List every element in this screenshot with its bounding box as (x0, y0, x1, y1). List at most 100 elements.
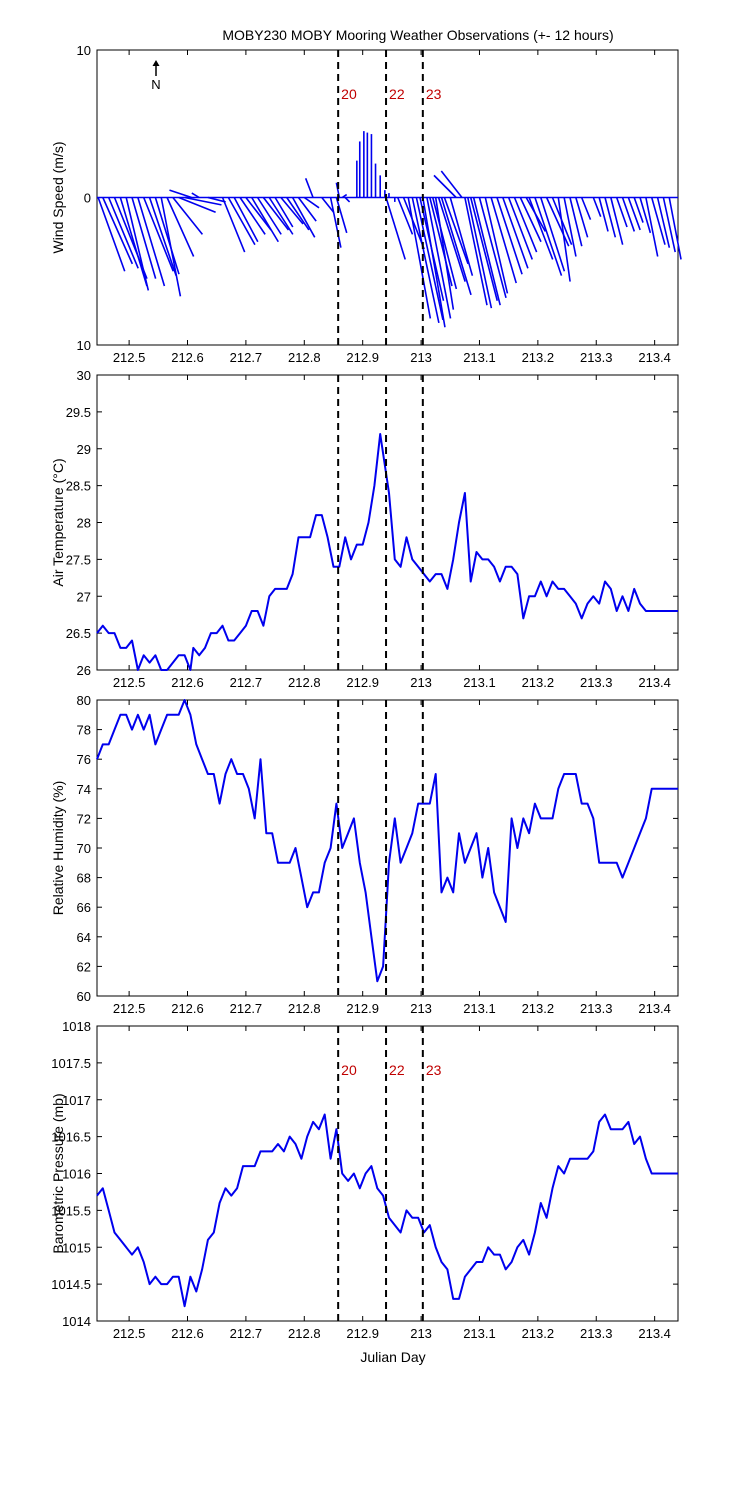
x-tick-label: 212.9 (346, 675, 379, 690)
x-tick-label: 212.8 (288, 675, 321, 690)
wind-stick (592, 197, 602, 217)
wind-stick (478, 197, 507, 299)
wind-stick (507, 197, 534, 260)
wind-stick (639, 197, 652, 234)
wind-stick (125, 197, 150, 291)
wind-stick (407, 197, 432, 319)
marker-label: 20 (341, 86, 357, 102)
x-tick-label: 212.5 (113, 1326, 146, 1341)
wind-stick (97, 197, 126, 272)
wind-stick (137, 197, 166, 287)
wind-stick (341, 193, 348, 199)
wind-stick (169, 189, 192, 199)
plot-frame (96, 374, 679, 671)
wind-stick (610, 197, 624, 245)
wind-stick (207, 196, 226, 203)
y-tick-label: 1018 (62, 1019, 91, 1034)
wind-stick (502, 197, 529, 269)
y-tick-label: 28 (77, 516, 91, 531)
wind-stick (119, 197, 148, 287)
wind-stick (469, 197, 499, 301)
marker-label: 20 (341, 1062, 357, 1078)
wind-stick (280, 196, 304, 225)
wind-stick (449, 197, 474, 276)
marker-label: 23 (426, 1062, 442, 1078)
y-tick-label: 1017 (62, 1093, 91, 1108)
wind-stick (291, 197, 316, 238)
y-tick-label: 60 (77, 989, 91, 1004)
y-tick-label: 1014 (62, 1314, 91, 1329)
y-tick-label: 10 (77, 338, 91, 353)
wind-stick (251, 197, 279, 243)
wind-stick (191, 192, 200, 199)
wind-stick (496, 197, 523, 275)
wind-stick (429, 197, 453, 287)
y-tick-label: 1016.5 (51, 1130, 91, 1145)
wind-stick (490, 197, 517, 284)
wind-stick (464, 197, 488, 306)
wind-stick (467, 197, 493, 309)
x-tick-label: 213 (410, 1326, 432, 1341)
wind-stick (344, 196, 351, 203)
marker-label: 22 (389, 1062, 405, 1078)
x-tick-label: 212.9 (346, 1001, 379, 1016)
wind-stick (154, 197, 180, 275)
x-tick-label: 212.5 (113, 675, 146, 690)
x-tick-label: 213.3 (580, 1001, 613, 1016)
x-tick-label: 213 (410, 1001, 432, 1016)
x-tick-label: 213.4 (638, 1001, 671, 1016)
y-tick-label: 1016 (62, 1167, 91, 1182)
wind-stick (335, 197, 348, 234)
y-tick-label: 26 (77, 663, 91, 678)
x-tick-label: 212.8 (288, 1001, 321, 1016)
wind-stick (160, 197, 182, 297)
wind-stick (304, 178, 314, 198)
y-tick-label: 29.5 (66, 405, 91, 420)
x-tick-label: 213.4 (638, 1326, 671, 1341)
wind-stick (627, 197, 641, 231)
x-tick-label: 213.4 (638, 675, 671, 690)
panel-2: 212.5 212.6 212.7 212.8 212.9 213 213.1 213.2 21… (50, 368, 679, 690)
wind-stick (440, 197, 472, 296)
wind-stick (148, 197, 177, 276)
x-tick-label: 212.5 (113, 1001, 146, 1016)
wind-stick (557, 197, 571, 282)
y-tick-label: 27.5 (66, 552, 91, 567)
wind-stick (433, 174, 457, 199)
x-tick-label: 213.2 (522, 350, 555, 365)
wind-stick (437, 197, 466, 282)
y-axis-label: Relative Humidity (%) (50, 781, 66, 916)
y-tick-label: 76 (77, 752, 91, 767)
x-tick-label: 212.5 (113, 350, 146, 365)
wind-stick (385, 197, 406, 260)
y-tick-label: 0 (84, 191, 91, 206)
wind-stick (178, 196, 216, 213)
y-axis-label: Barometric Pressure (mb) (50, 1093, 66, 1253)
wind-stick (472, 197, 501, 306)
x-tick-label: 213.2 (522, 1001, 555, 1016)
wind-stick (615, 197, 628, 228)
wind-stick (431, 197, 458, 290)
wind-stick (426, 197, 452, 319)
y-tick-label: 72 (77, 811, 91, 826)
wind-stick (434, 197, 455, 310)
panel-3: 212.5 212.6 212.7 212.8 212.9 213 213.1 213.2 21… (50, 693, 679, 1016)
wind-stick (411, 197, 440, 324)
x-tick-label: 213.2 (522, 1326, 555, 1341)
wind-stick (142, 197, 174, 272)
wind-stick (540, 197, 566, 272)
wind-stick (633, 197, 644, 223)
wind-stick (513, 197, 538, 253)
panel-1: 212.5 212.6 212.7 212.8 212.9 213 213.1 213.2 21… (50, 43, 682, 365)
y-tick-label: 70 (77, 841, 91, 856)
series-line (96, 699, 678, 983)
x-tick-label: 212.7 (230, 1001, 263, 1016)
y-tick-label: 10 (77, 43, 91, 58)
wind-stick (621, 197, 636, 232)
wind-stick (329, 197, 342, 248)
x-tick-label: 213.1 (463, 1001, 496, 1016)
y-tick-label: 64 (77, 930, 91, 945)
wind-stick (656, 197, 671, 248)
north-arrow-head-icon (152, 60, 160, 66)
x-tick-label: 212.7 (230, 675, 263, 690)
